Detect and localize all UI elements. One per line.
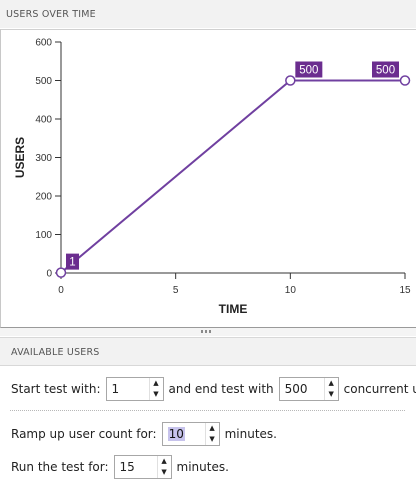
- spin-down-icon[interactable]: ▼: [209, 435, 215, 443]
- y-tick-label: 400: [35, 115, 52, 126]
- data-point: [285, 75, 296, 86]
- ramp-unit: minutes.: [224, 427, 277, 441]
- end-label: and end test with: [168, 382, 274, 396]
- x-axis-label: TIME: [219, 302, 248, 316]
- ramp-minutes-stepper[interactable]: 10 ▲ ▼: [161, 422, 220, 446]
- data-point: [55, 267, 67, 278]
- available-users-title: AVAILABLE USERS: [11, 347, 100, 358]
- spin-up-icon[interactable]: ▲: [328, 379, 334, 387]
- users-over-time-title: USERS OVER TIME: [6, 9, 96, 20]
- spin-down-icon[interactable]: ▼: [328, 390, 334, 398]
- y-tick-label: 100: [35, 230, 52, 241]
- ramp-minutes-arrows[interactable]: ▲ ▼: [204, 423, 219, 445]
- data-label: 1: [69, 257, 75, 269]
- users-over-time-header: USERS OVER TIME: [0, 0, 416, 28]
- run-minutes-arrows[interactable]: ▲ ▼: [156, 456, 171, 478]
- y-tick-label: 600: [35, 38, 52, 49]
- x-tick-label: 5: [173, 285, 179, 296]
- ramp-minutes-selected-text[interactable]: 10: [167, 427, 185, 441]
- data-label: 500: [299, 65, 318, 77]
- x-tick-label: 15: [399, 285, 411, 296]
- spin-down-icon[interactable]: ▼: [161, 468, 167, 476]
- x-tick-label: 0: [58, 285, 64, 296]
- run-row: Run the test for: 15 ▲ ▼ minutes.: [11, 455, 229, 479]
- concurrent-label: concurrent users.: [343, 382, 416, 396]
- data-label-box: [295, 61, 323, 78]
- end-users-stepper[interactable]: 500 ▲ ▼: [278, 377, 339, 401]
- ramp-row: Ramp up user count for: 10 ▲ ▼ minutes.: [11, 422, 277, 446]
- splitter-grip-icon[interactable]: [201, 330, 211, 333]
- run-minutes-value[interactable]: 15: [119, 460, 135, 474]
- panel-splitter[interactable]: [0, 328, 416, 336]
- y-tick-label: 300: [35, 153, 52, 164]
- form-divider: [10, 410, 405, 411]
- start-label: Start test with:: [11, 382, 101, 396]
- x-tick-label: 10: [285, 285, 297, 296]
- ramp-minutes-value[interactable]: 10: [163, 423, 205, 445]
- available-users-header: AVAILABLE USERS: [0, 337, 416, 366]
- spin-up-icon[interactable]: ▲: [161, 457, 167, 465]
- run-minutes-stepper[interactable]: 15 ▲ ▼: [113, 455, 172, 479]
- spin-down-icon[interactable]: ▼: [153, 390, 159, 398]
- chart-svg: 0 100 200 300 400 500 600 0 5 10 15 TIME USERS 1 500 50…: [13, 38, 411, 317]
- start-users-arrows[interactable]: ▲ ▼: [148, 378, 163, 400]
- ramp-label: Ramp up user count for:: [11, 427, 157, 441]
- start-users-stepper[interactable]: 1 ▲ ▼: [105, 377, 164, 401]
- spin-up-icon[interactable]: ▲: [209, 424, 215, 432]
- data-label-box: [372, 61, 399, 78]
- run-unit: minutes.: [176, 460, 229, 474]
- y-axis-label: USERS: [13, 137, 27, 178]
- end-users-value[interactable]: 500: [284, 382, 308, 396]
- y-tick-label: 200: [35, 192, 52, 203]
- users-over-time-chart: 0 100 200 300 400 500 600 0 5 10 15 TIME USERS 1 500 50…: [0, 29, 416, 328]
- start-users-value[interactable]: 1: [111, 382, 120, 396]
- y-tick-label: 500: [35, 76, 52, 87]
- y-tick-label: 0: [46, 269, 52, 280]
- series-line: [60, 79, 405, 274]
- data-label-box: [66, 253, 79, 270]
- run-label: Run the test for:: [11, 460, 109, 474]
- start-end-row: Start test with: 1 ▲ ▼ and end test with…: [11, 377, 416, 401]
- end-users-arrows[interactable]: ▲ ▼: [323, 378, 338, 400]
- data-label: 500: [376, 65, 395, 77]
- data-point: [399, 75, 411, 86]
- spin-up-icon[interactable]: ▲: [153, 379, 159, 387]
